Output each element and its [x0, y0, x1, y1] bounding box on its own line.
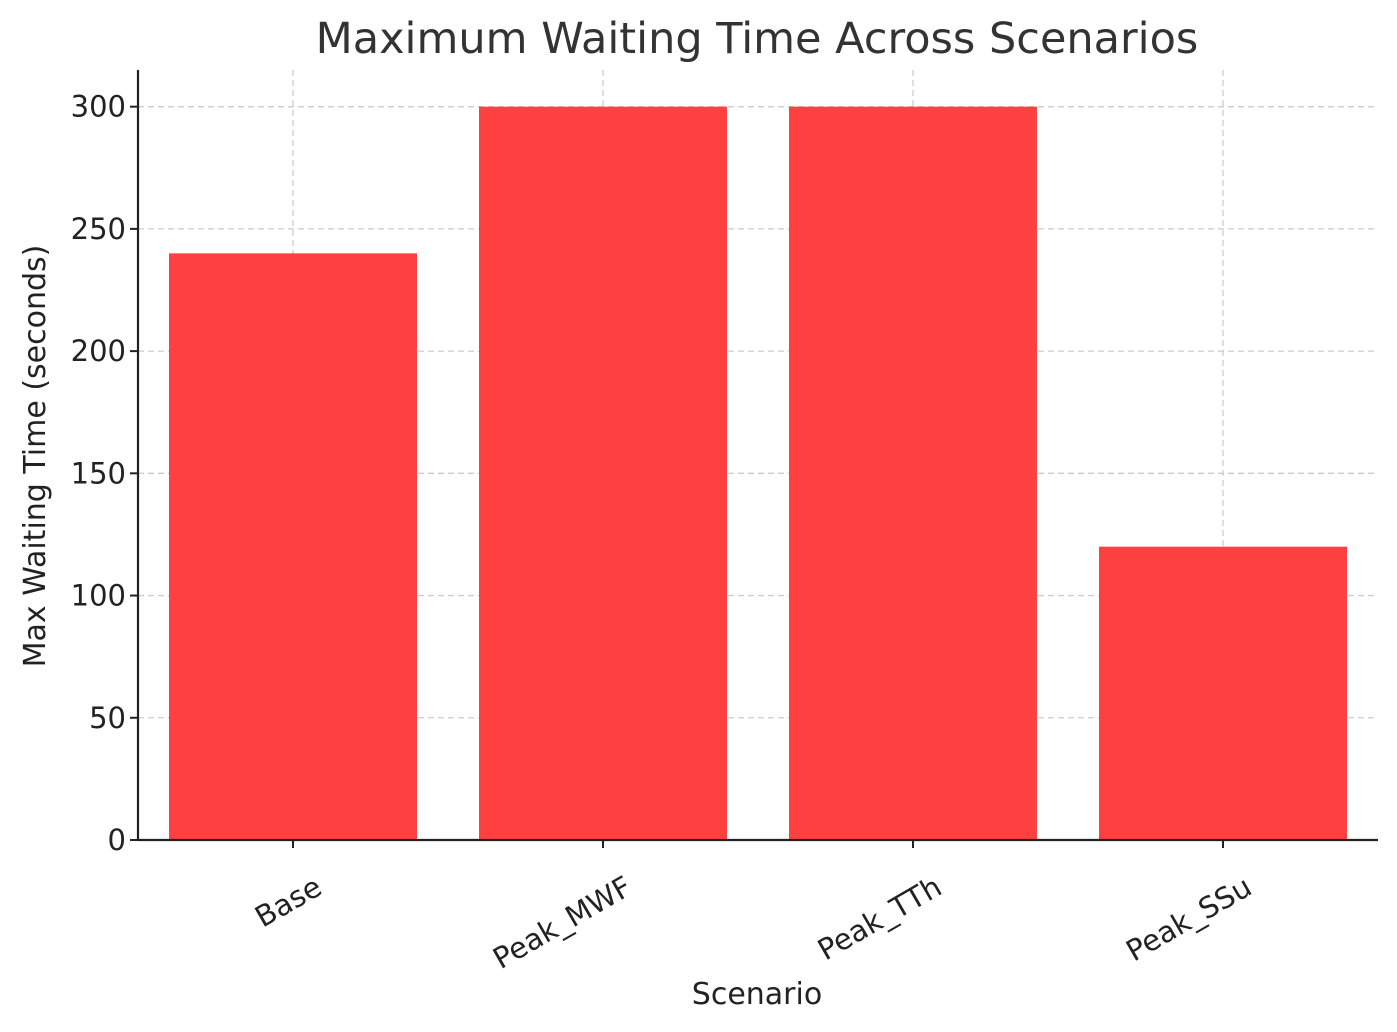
bars	[169, 106, 1347, 841]
x-tick-label: Peak_SSu	[1120, 869, 1257, 968]
bar-peak-ssu	[1099, 546, 1347, 840]
y-tick-label: 100	[71, 579, 126, 613]
y-tick-label: 50	[89, 701, 126, 735]
x-axis-label: Scenario	[692, 977, 822, 1012]
x-tick-label: Peak_MWF	[487, 869, 637, 975]
x-tick-label: Base	[249, 869, 327, 934]
chart-title: Maximum Waiting Time Across Scenarios	[316, 14, 1199, 64]
y-tick-label: 300	[71, 90, 126, 124]
bar-peak-tth	[789, 106, 1037, 840]
x-tick-label: Peak_TTh	[812, 869, 947, 967]
y-tick-label: 0	[108, 823, 126, 857]
y-axis-label: Max Waiting Time (seconds)	[18, 245, 53, 668]
y-tick-label: 150	[71, 456, 126, 490]
bar-base	[169, 253, 417, 841]
axes	[136, 70, 1378, 842]
bar-peak-mwf	[479, 106, 727, 840]
y-tick-label: 200	[71, 334, 126, 368]
y-tick-label: 250	[71, 212, 126, 246]
y-ticks: 0 50 100 150 200 250 300	[71, 90, 138, 857]
x-ticks: Base Peak_MWF Peak_TTh Peak_SSu	[249, 840, 1257, 976]
